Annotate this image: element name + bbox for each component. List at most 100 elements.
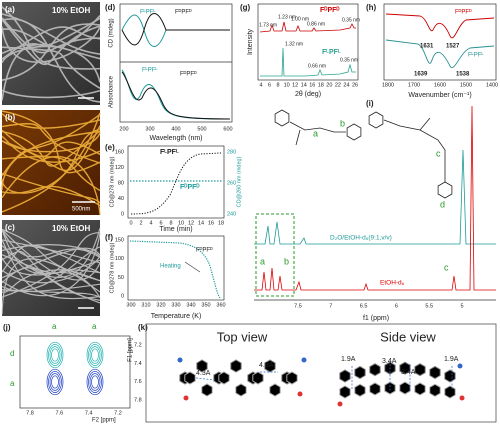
mark: a bbox=[92, 322, 97, 331]
tick-label: 6.5 bbox=[360, 303, 368, 309]
ir-trace bbox=[385, 13, 495, 39]
x-label: f1 (ppm) bbox=[363, 315, 389, 322]
tick-label: 10 bbox=[284, 82, 290, 88]
tick-label: 7.8 bbox=[26, 410, 34, 416]
tick-label: 40 bbox=[118, 196, 124, 202]
axes bbox=[383, 3, 497, 81]
peak-label: 1.32 nm bbox=[285, 41, 303, 47]
ring bbox=[368, 111, 384, 129]
fiber bbox=[1, 112, 101, 194]
fiber bbox=[1, 246, 101, 292]
axes bbox=[19, 335, 131, 409]
abs-curve bbox=[121, 71, 231, 120]
frame bbox=[145, 323, 497, 423]
fiber bbox=[1, 254, 101, 282]
series-label: FᴰPFᴰ bbox=[196, 247, 213, 254]
atom bbox=[183, 395, 189, 401]
peak-label: 0.35 nm bbox=[340, 57, 358, 63]
spectrum-label: EtOH-d₆ bbox=[380, 280, 405, 287]
view-title: Top view bbox=[217, 329, 268, 344]
y-label: Intensity bbox=[247, 28, 254, 55]
ring bbox=[399, 381, 411, 395]
nmr-trace bbox=[254, 105, 496, 291]
fiber bbox=[1, 244, 101, 258]
fiber bbox=[1, 185, 101, 207]
note: Heating bbox=[160, 264, 181, 270]
tick-label: 330 bbox=[171, 302, 180, 308]
fiber bbox=[1, 269, 101, 293]
fiber bbox=[1, 128, 101, 213]
fiber bbox=[1, 231, 101, 298]
scale-text: 500nm bbox=[72, 207, 90, 213]
panel-label: (h) bbox=[366, 3, 377, 12]
contour bbox=[46, 341, 64, 369]
tick-label: 300 bbox=[145, 126, 154, 132]
fiber bbox=[1, 155, 101, 192]
tick-label: 7.2 bbox=[134, 342, 142, 348]
cd-curve bbox=[121, 13, 230, 46]
tick-label: 100 bbox=[115, 256, 124, 262]
view-title: Side view bbox=[380, 329, 436, 344]
site-label: d bbox=[440, 199, 445, 209]
tick-label: 8 bbox=[169, 220, 172, 226]
tick-label: 300 bbox=[126, 302, 135, 308]
box-label: a bbox=[260, 256, 265, 266]
note: 10% EtOH bbox=[52, 6, 90, 15]
note: 10% EtOH bbox=[52, 224, 90, 233]
panel-label: (b) bbox=[5, 113, 16, 122]
ring bbox=[339, 385, 351, 399]
ring bbox=[429, 365, 441, 380]
tick-label: 160 bbox=[115, 149, 124, 155]
site-label: c bbox=[436, 148, 441, 158]
fiber bbox=[1, 172, 101, 204]
tick-label: 10 bbox=[178, 220, 184, 226]
sem-image bbox=[2, 2, 100, 105]
spectrum-label: D₂O/EtOH-d₆(9:1,v/v) bbox=[330, 235, 392, 242]
tick-label: 22 bbox=[335, 82, 341, 88]
trace-label: FᴸPFᴸ bbox=[468, 52, 484, 59]
ring bbox=[339, 369, 351, 383]
tick-label: 1400 bbox=[486, 82, 498, 88]
ring bbox=[252, 371, 264, 385]
tick-label: 260 bbox=[227, 180, 236, 186]
fiber bbox=[1, 130, 101, 191]
abs-curve bbox=[121, 69, 231, 120]
panel-label: (j) bbox=[3, 323, 11, 332]
peak-label: 0.86 nm bbox=[307, 21, 325, 27]
atom bbox=[177, 357, 183, 363]
fiber bbox=[1, 130, 101, 167]
tick-label: 360 bbox=[216, 302, 225, 308]
tick-label: 7.8 bbox=[134, 397, 142, 403]
fiber bbox=[1, 132, 101, 153]
tick-label: 7.6 bbox=[134, 379, 142, 385]
tick-label: 400 bbox=[171, 126, 180, 132]
tick-label: 7.6 bbox=[56, 410, 64, 416]
mark: a bbox=[10, 379, 15, 388]
fiber bbox=[1, 251, 101, 304]
panel-label: (d) bbox=[105, 3, 116, 12]
distance: 4.3A bbox=[259, 362, 274, 369]
ring bbox=[414, 382, 426, 396]
fiber bbox=[1, 26, 101, 60]
contour bbox=[91, 348, 99, 362]
ring bbox=[218, 371, 230, 385]
ring bbox=[429, 383, 441, 397]
peak-label: 1527 bbox=[446, 44, 460, 50]
x-label: Time (min) bbox=[159, 226, 192, 233]
ring bbox=[235, 383, 247, 397]
y-label: CD@278 nm (mdeg) bbox=[109, 242, 115, 293]
ring bbox=[437, 181, 453, 199]
x-label: Temperature (K) bbox=[151, 313, 202, 320]
atom bbox=[337, 401, 343, 407]
contour bbox=[46, 368, 64, 396]
site-label: b bbox=[340, 118, 345, 128]
ring bbox=[346, 123, 362, 141]
fiber bbox=[1, 123, 101, 164]
y-label: CD@278 nm (mdeg) bbox=[109, 156, 115, 207]
fiber bbox=[1, 13, 101, 55]
legend: FᴸPFᴸ bbox=[142, 67, 158, 74]
trace-label: FᴰPFᴰ bbox=[320, 7, 340, 14]
peak-label: 1639 bbox=[414, 72, 428, 78]
y-label: CD (mdeg) bbox=[109, 18, 115, 47]
fiber bbox=[1, 18, 101, 103]
